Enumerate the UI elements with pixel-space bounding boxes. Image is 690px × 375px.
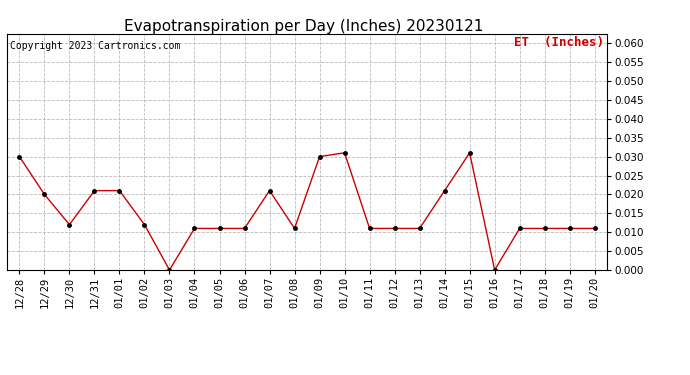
Text: Evapotranspiration per Day (Inches) 20230121: Evapotranspiration per Day (Inches) 2023… [124,19,483,34]
Text: ET  (Inches): ET (Inches) [514,36,604,49]
Text: Copyright 2023 Cartronics.com: Copyright 2023 Cartronics.com [10,41,180,51]
